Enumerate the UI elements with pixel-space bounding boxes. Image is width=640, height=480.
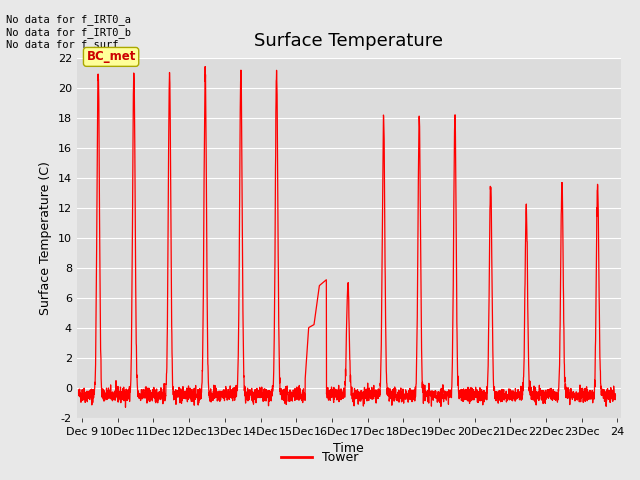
Title: Surface Temperature: Surface Temperature	[254, 33, 444, 50]
Legend: Tower: Tower	[276, 446, 364, 469]
Text: BC_met: BC_met	[86, 50, 136, 63]
X-axis label: Time: Time	[333, 442, 364, 455]
Text: No data for f_IRT0_a
No data for f_IRT0_b
No data for f_surf: No data for f_IRT0_a No data for f_IRT0_…	[6, 14, 131, 50]
Y-axis label: Surface Temperature (C): Surface Temperature (C)	[39, 161, 52, 314]
